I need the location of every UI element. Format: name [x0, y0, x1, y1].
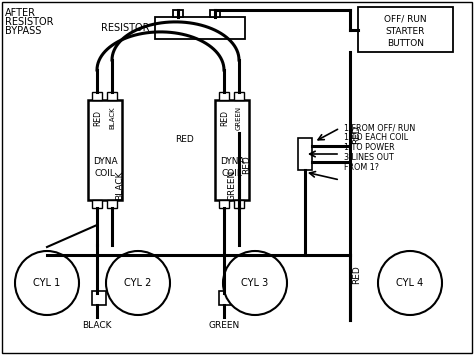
Text: 3 LINES OUT: 3 LINES OUT: [344, 153, 394, 163]
Text: GREEN: GREEN: [228, 169, 237, 201]
Text: BLACK: BLACK: [82, 321, 112, 329]
Text: FROM 1?: FROM 1?: [344, 164, 379, 173]
Text: CYL 3: CYL 3: [241, 278, 269, 288]
Circle shape: [223, 251, 287, 315]
Bar: [219, 291, 233, 305]
Text: BLACK: BLACK: [109, 107, 115, 129]
Text: RED: RED: [243, 155, 252, 174]
Bar: [92, 200, 102, 208]
Text: RED: RED: [353, 266, 362, 284]
Circle shape: [106, 251, 170, 315]
Bar: [107, 92, 117, 100]
Text: AFTER: AFTER: [5, 8, 36, 18]
Bar: [88, 100, 122, 200]
Circle shape: [378, 251, 442, 315]
Bar: [219, 92, 229, 100]
Text: DYNA: DYNA: [219, 158, 244, 166]
Text: GREEN: GREEN: [236, 106, 242, 130]
Bar: [219, 200, 229, 208]
Text: GREEN: GREEN: [209, 321, 240, 329]
Text: OFF/ RUN: OFF/ RUN: [384, 15, 427, 23]
Text: 1 TO POWER: 1 TO POWER: [344, 143, 395, 153]
Text: RED: RED: [353, 126, 362, 144]
Text: RED: RED: [220, 110, 229, 126]
Bar: [155, 17, 245, 39]
Text: BUTTON: BUTTON: [387, 38, 424, 48]
Text: RESISTOR: RESISTOR: [101, 23, 150, 33]
Bar: [92, 291, 106, 305]
Text: BYPASS: BYPASS: [5, 26, 41, 36]
Text: RED: RED: [176, 136, 194, 144]
Bar: [92, 92, 102, 100]
Bar: [298, 138, 312, 170]
Text: CYL 2: CYL 2: [124, 278, 152, 288]
Text: STARTER: STARTER: [386, 27, 425, 36]
Text: BLACK: BLACK: [116, 170, 125, 200]
Text: DYNA: DYNA: [93, 158, 117, 166]
Circle shape: [15, 251, 79, 315]
Bar: [234, 200, 244, 208]
Bar: [234, 92, 244, 100]
Text: COIL: COIL: [221, 169, 242, 179]
Text: RESISTOR: RESISTOR: [5, 17, 54, 27]
Text: RED: RED: [93, 110, 102, 126]
Text: CYL 4: CYL 4: [396, 278, 424, 288]
Bar: [210, 10, 220, 17]
Text: COIL: COIL: [94, 169, 116, 179]
Bar: [173, 10, 183, 17]
Text: 1 FROM OFF/ RUN: 1 FROM OFF/ RUN: [344, 124, 415, 132]
Text: CYL 1: CYL 1: [33, 278, 61, 288]
Bar: [215, 100, 249, 200]
Bar: [358, 7, 453, 52]
Text: 1 TO EACH COIL: 1 TO EACH COIL: [344, 133, 408, 142]
Bar: [107, 200, 117, 208]
